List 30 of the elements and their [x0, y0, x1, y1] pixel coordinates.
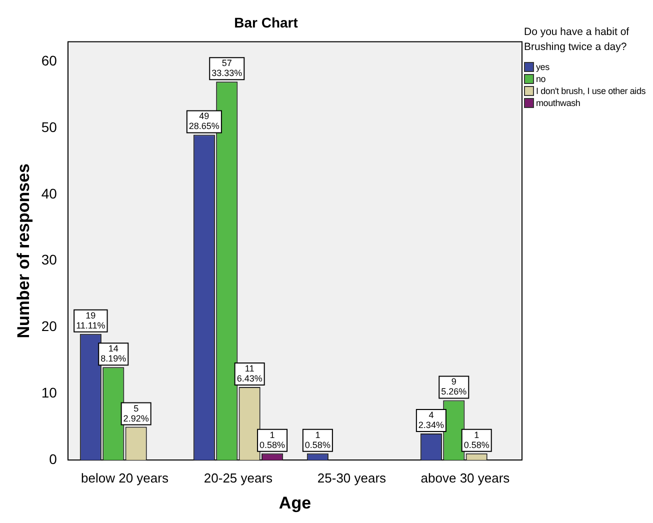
x-tick-label: 25-30 years [317, 470, 387, 486]
y-tick-label: 0 [49, 450, 58, 467]
y-tick-label: 10 [41, 384, 58, 400]
y-tick-label: 50 [41, 118, 58, 135]
y-tick-label: 40 [41, 185, 58, 202]
data-label: 49 28.65% [188, 111, 220, 132]
data-label: 19 11.11% [76, 310, 106, 330]
legend-label: mouthwash [536, 97, 580, 109]
data-label: 57 33.33% [212, 58, 242, 78]
y-tick-label: 30 [41, 252, 58, 268]
legend-label: yes [536, 61, 550, 73]
data-label: 1 0.58% [464, 430, 490, 450]
legend-title: Do you have a habit of Brushing twice a day? [524, 25, 630, 55]
chart-title: Bar Chart [234, 14, 298, 30]
y-tick-label: 60 [41, 52, 58, 69]
data-label: 9 5.26% [441, 376, 467, 397]
x-tick-label: below 20 years [81, 470, 169, 486]
x-tick-label: above 30 years [420, 470, 510, 486]
data-label: 11 6.43% [236, 363, 262, 384]
data-label: 1 0.58% [260, 430, 286, 450]
x-tick-label: 20-25 years [204, 470, 274, 486]
legend-label: no [536, 73, 546, 85]
x-axis-title: Age [278, 493, 312, 512]
legend-label: I don't brush, I use other aids [536, 85, 646, 97]
data-label: 5 2.92% [123, 403, 149, 424]
data-label: 4 2.34% [418, 410, 444, 430]
data-label: 1 0.58% [304, 430, 330, 450]
y-tick-label: 20 [41, 318, 58, 334]
data-label: 14 8.19% [100, 344, 126, 364]
y-axis-title: Number of responses [14, 164, 33, 338]
